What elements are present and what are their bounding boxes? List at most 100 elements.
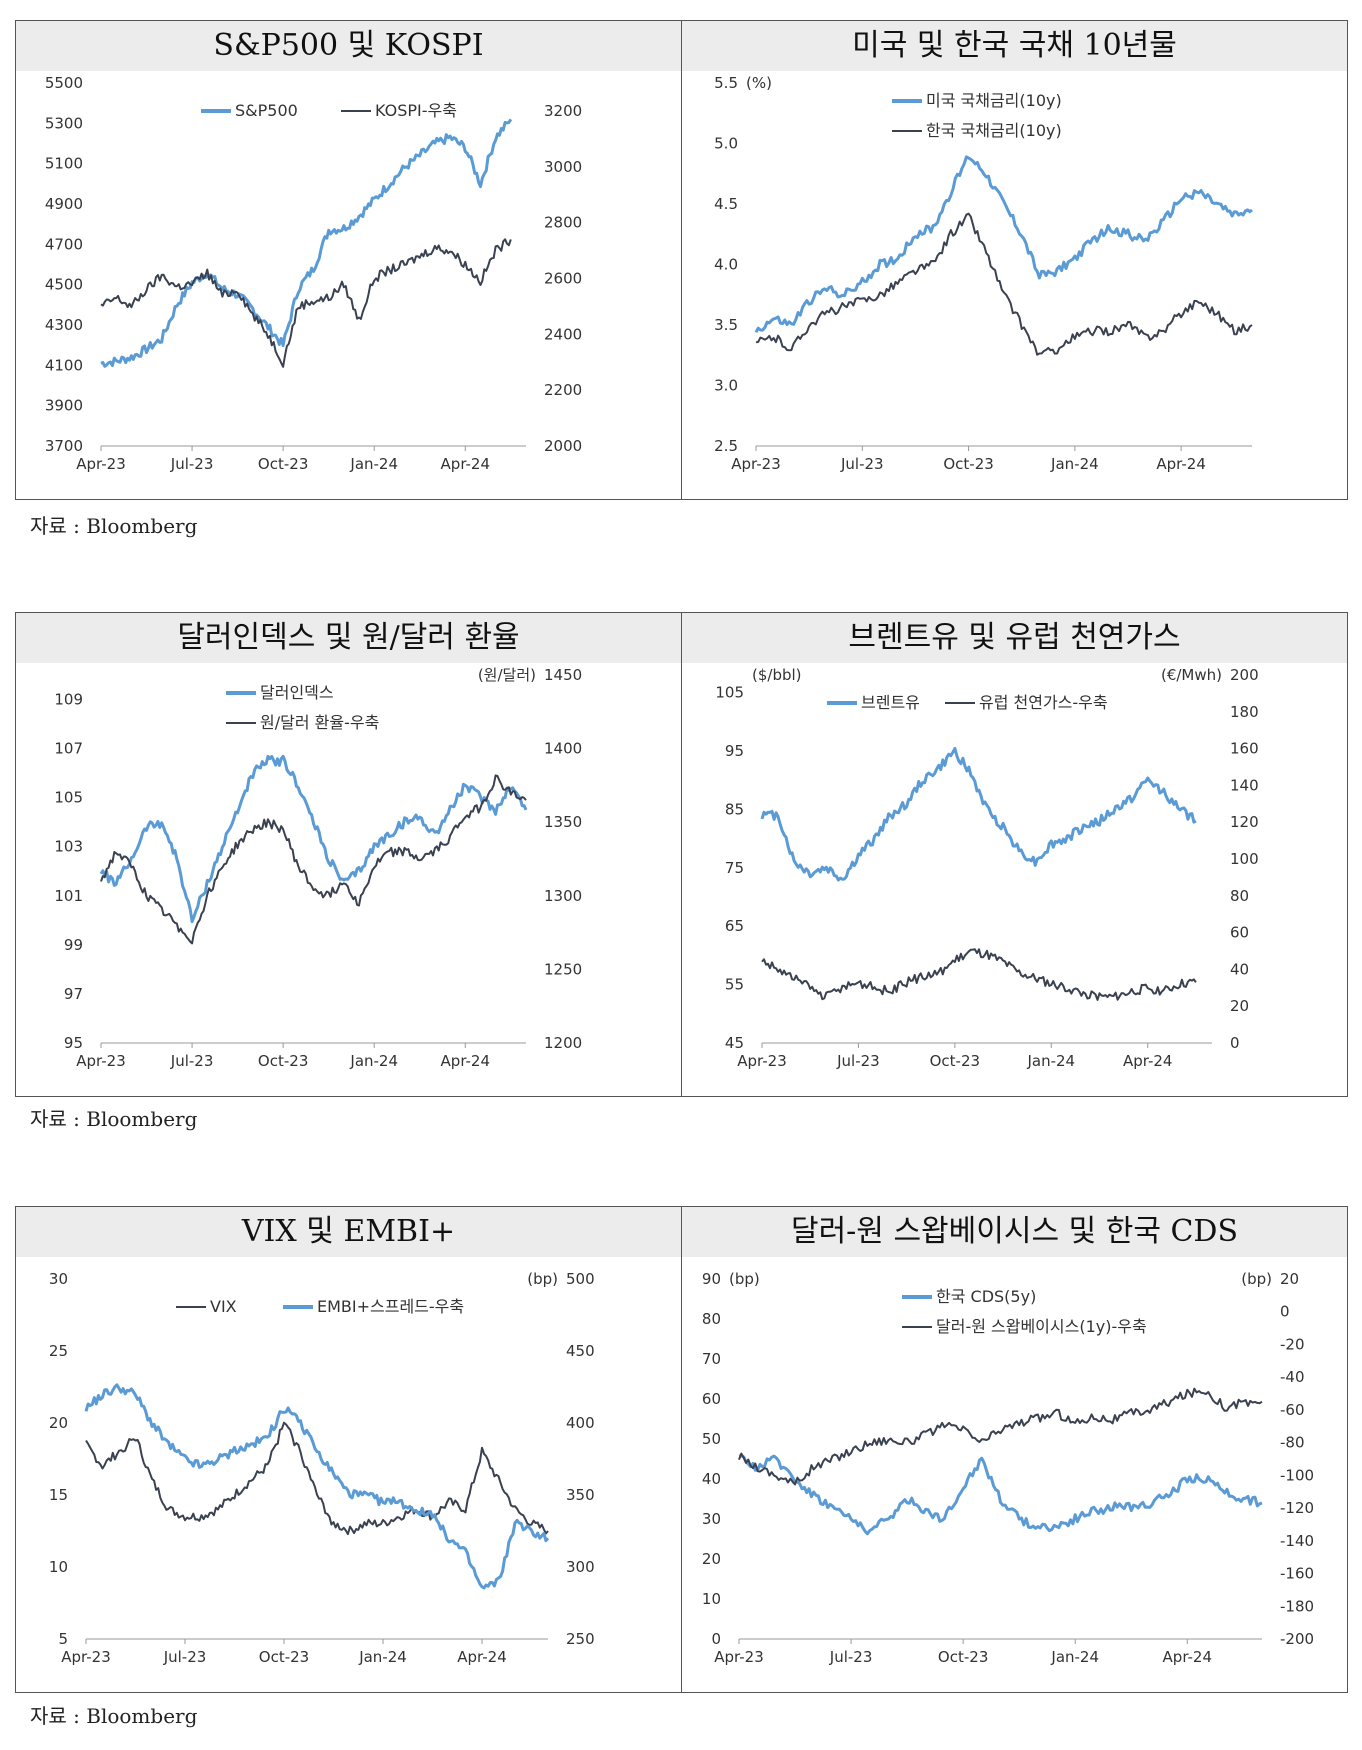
y-tick-label-right: 0 <box>1230 1034 1240 1052</box>
x-tick-label: Jul-23 <box>163 1648 207 1666</box>
series-line-1 <box>755 212 1253 356</box>
x-tick-label: Apr-23 <box>714 1648 764 1666</box>
x-tick-label: Apr-23 <box>731 455 781 473</box>
x-tick-label: Apr-24 <box>1123 1052 1173 1070</box>
y-tick-label-left: 4500 <box>45 276 83 294</box>
y-unit-right: (€/Mwh) <box>1161 666 1222 684</box>
series-line-0 <box>99 754 528 924</box>
series-line-1 <box>738 1387 1263 1486</box>
chart-us-kr-bond: Apr-23 Jul-23 Oct-23 Jan-24 Apr-24 5.5 5.0 4.5 4… <box>714 74 1253 473</box>
x-tick-label: Apr-23 <box>61 1648 111 1666</box>
y-tick-label-left: 90 <box>702 1270 721 1288</box>
y-tick-label-right: -120 <box>1280 1499 1314 1517</box>
legend-label: 원/달러 환율-우축 <box>260 713 379 732</box>
chart-panel-sp500-kospi: S&P500 및 KOSPI Apr-23 Jul-23 Oct-23 Jan-24 A… <box>15 20 682 500</box>
y-tick-label-left: 2.5 <box>714 437 738 455</box>
y-tick-label-right: 40 <box>1230 960 1249 978</box>
y-tick-label-right: -60 <box>1280 1401 1305 1419</box>
y-tick-label-left: 80 <box>702 1310 721 1328</box>
y-tick-label-left: 0 <box>711 1630 721 1648</box>
y-tick-label-right: 250 <box>566 1630 595 1648</box>
y-tick-label-right: 2000 <box>544 437 582 455</box>
y-tick-label-left: 5.5 <box>714 74 738 92</box>
chart-title: VIX 및 EMBI+ <box>16 1207 681 1257</box>
legend-label: 유럽 천연가스-우축 <box>979 693 1108 712</box>
y-tick-label-right: 20 <box>1280 1270 1299 1288</box>
chart-panel-dxy-krw: 달러인덱스 및 원/달러 환율 Apr-23 Jul-23 Oct-23 Jan-24… <box>15 612 682 1097</box>
y-tick-label-left: 5300 <box>45 114 83 132</box>
y-tick-label-right: -140 <box>1280 1532 1314 1550</box>
y-tick-label-right: 3000 <box>544 158 582 176</box>
y-tick-label-left: 45 <box>725 1034 744 1052</box>
chart-dxy-krw: Apr-23 Jul-23 Oct-23 Jan-24 Apr-24 109 107 105 1… <box>54 666 582 1070</box>
x-tick-label: Jan-24 <box>1050 455 1099 473</box>
x-tick-label: Jan-24 <box>349 1052 398 1070</box>
series-line-1 <box>761 948 1197 1001</box>
chart-sp500-kospi: Apr-23 Jul-23 Oct-23 Jan-24 Apr-24 5500 5300 51… <box>45 74 582 473</box>
y-tick-label-left: 101 <box>54 887 83 905</box>
x-tick-label: Oct-23 <box>938 1648 988 1666</box>
y-tick-label-left: 15 <box>49 1486 68 1504</box>
y-tick-label-left: 20 <box>49 1414 68 1432</box>
legend-label: 달러-원 스왑베이시스(1y)-우축 <box>936 1317 1147 1336</box>
y-tick-label-left: 4700 <box>45 235 83 253</box>
y-tick-label-left: 97 <box>64 985 83 1003</box>
x-tick-label: Oct-23 <box>943 455 993 473</box>
chart-title: 달러인덱스 및 원/달러 환율 <box>16 613 681 663</box>
y-tick-label-right: 300 <box>566 1558 595 1576</box>
chart-title: 달러-원 스왑베이시스 및 한국 CDS <box>682 1207 1347 1257</box>
x-tick-label: Jan-24 <box>1026 1052 1075 1070</box>
y-tick-label-right: -160 <box>1280 1565 1314 1583</box>
x-tick-label: Oct-23 <box>258 1052 308 1070</box>
x-tick-label: Apr-24 <box>1156 455 1206 473</box>
y-tick-label-left: 10 <box>49 1558 68 1576</box>
legend-label: VIX <box>210 1297 237 1316</box>
y-tick-label-left: 3700 <box>45 437 83 455</box>
y-tick-label-left: 4.5 <box>714 195 738 213</box>
series-line-0 <box>754 155 1253 334</box>
legend-label: 한국 CDS(5y) <box>936 1287 1036 1306</box>
y-tick-label-left: 20 <box>702 1550 721 1568</box>
y-tick-label-right: 3200 <box>544 102 582 120</box>
y-tick-label-right: 2800 <box>544 214 582 232</box>
y-tick-label-right: 2600 <box>544 269 582 287</box>
y-tick-label-left: 60 <box>702 1390 721 1408</box>
x-tick-label: Apr-23 <box>737 1052 787 1070</box>
y-tick-label-left: 50 <box>702 1430 721 1448</box>
y-tick-label-left: 105 <box>715 684 744 702</box>
x-tick-label: Jul-23 <box>836 1052 880 1070</box>
source-note: 자료 : Bloomberg <box>30 514 198 538</box>
y-unit-right: (원/달러) <box>478 666 536 684</box>
y-tick-label-right: -20 <box>1280 1335 1305 1353</box>
x-tick-label: Jul-23 <box>170 455 214 473</box>
y-tick-label-left: 70 <box>702 1350 721 1368</box>
legend-label: EMBI+스프레드-우축 <box>317 1297 464 1316</box>
y-tick-label-right: 120 <box>1230 813 1259 831</box>
y-tick-label-left: 3900 <box>45 397 83 415</box>
series-line-0 <box>85 1421 549 1536</box>
y-tick-label-left: 4300 <box>45 316 83 334</box>
y-tick-label-left: 85 <box>725 800 744 818</box>
y-tick-label-left: 103 <box>54 838 83 856</box>
y-tick-label-left: 105 <box>54 789 83 807</box>
y-tick-label-right: 1250 <box>544 960 582 978</box>
series-line-0 <box>100 118 513 368</box>
y-tick-label-left: 4900 <box>45 195 83 213</box>
x-tick-label: Jul-23 <box>170 1052 214 1070</box>
y-tick-label-right: 140 <box>1230 776 1259 794</box>
source-note: 자료 : Bloomberg <box>30 1107 198 1131</box>
series-line-1 <box>100 238 512 368</box>
y-tick-label-right: 1350 <box>544 813 582 831</box>
y-tick-label-right: -100 <box>1280 1466 1314 1484</box>
y-tick-label-right: 2200 <box>544 381 582 399</box>
y-tick-label-left: 75 <box>725 859 744 877</box>
y-tick-label-right: 0 <box>1280 1303 1290 1321</box>
legend-label: KOSPI-우축 <box>375 101 457 120</box>
x-tick-label: Apr-24 <box>441 1052 491 1070</box>
x-tick-label: Apr-23 <box>76 455 126 473</box>
legend-label: 미국 국채금리(10y) <box>926 91 1062 110</box>
y-tick-label-left: 99 <box>64 936 83 954</box>
y-tick-label-left: 95 <box>64 1034 83 1052</box>
y-tick-label-left: 109 <box>54 691 83 709</box>
x-tick-label: Jan-24 <box>349 455 398 473</box>
